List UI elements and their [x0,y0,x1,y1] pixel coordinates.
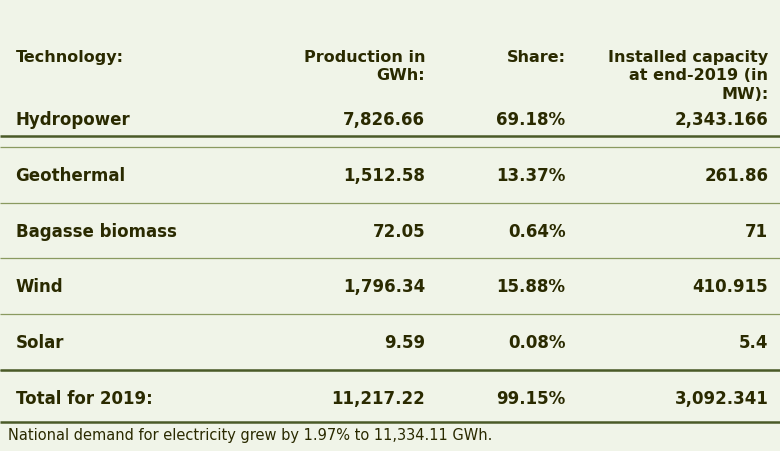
Text: Technology:: Technology: [16,50,123,64]
Text: 0.08%: 0.08% [508,333,566,351]
Text: 5.4: 5.4 [739,333,768,351]
Text: Wind: Wind [16,278,63,296]
Text: Installed capacity
at end-2019 (in
MW):: Installed capacity at end-2019 (in MW): [608,50,768,101]
Text: 1,796.34: 1,796.34 [343,278,425,296]
Text: 99.15%: 99.15% [496,389,566,407]
Text: 11,217.22: 11,217.22 [332,389,425,407]
Text: Total for 2019:: Total for 2019: [16,389,152,407]
Text: 15.88%: 15.88% [497,278,566,296]
Text: 410.915: 410.915 [693,278,768,296]
Text: Solar: Solar [16,333,64,351]
Text: 3,092.341: 3,092.341 [675,389,768,407]
Text: 72.05: 72.05 [373,222,425,240]
Text: Geothermal: Geothermal [16,167,126,185]
Text: 261.86: 261.86 [704,167,768,185]
Text: Share:: Share: [506,50,566,64]
Text: 0.64%: 0.64% [508,222,566,240]
Text: Production in
GWh:: Production in GWh: [303,50,425,83]
Text: Hydropower: Hydropower [16,110,130,129]
Text: 69.18%: 69.18% [496,110,566,129]
Text: 9.59: 9.59 [384,333,425,351]
Text: 2,343.166: 2,343.166 [675,110,768,129]
Text: Bagasse biomass: Bagasse biomass [16,222,176,240]
Text: National demand for electricity grew by 1.97% to 11,334.11 GWh.: National demand for electricity grew by … [8,427,492,442]
Text: 1,512.58: 1,512.58 [343,167,425,185]
Text: 7,826.66: 7,826.66 [343,110,425,129]
Text: 13.37%: 13.37% [496,167,566,185]
Text: 71: 71 [745,222,768,240]
